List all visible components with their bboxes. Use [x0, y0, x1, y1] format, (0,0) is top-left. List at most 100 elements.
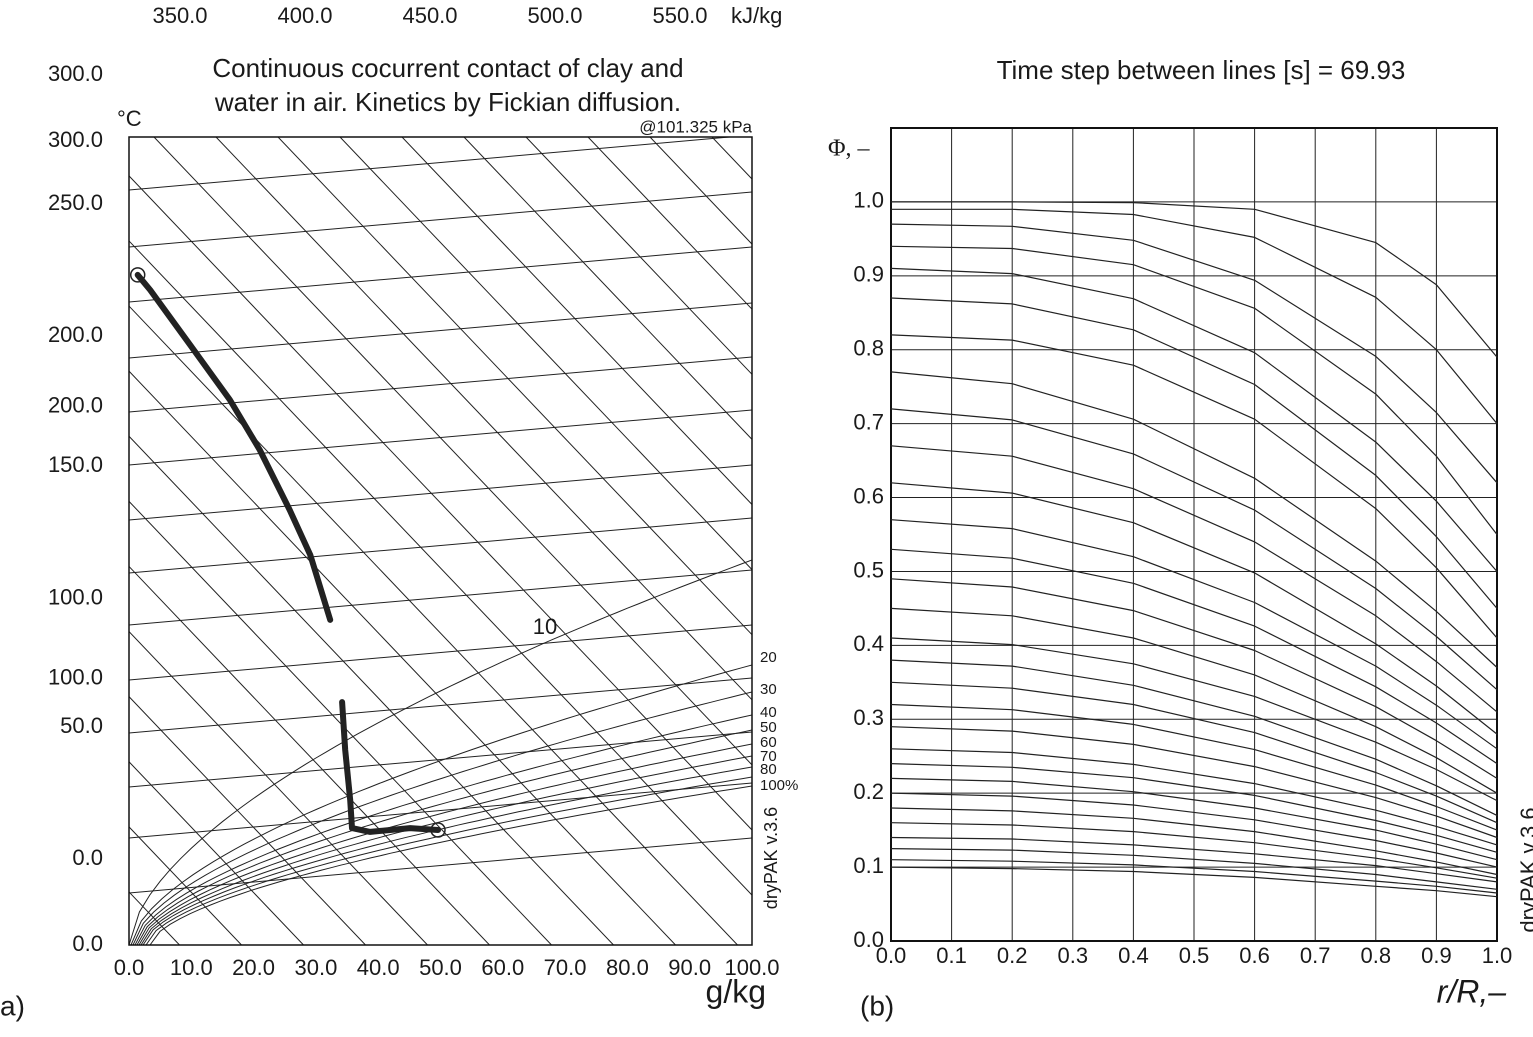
data-line: [890, 726, 1498, 839]
data-line: [890, 859, 1498, 894]
enthalpy-line: [463, 137, 752, 441]
x-axis-label: g/kg: [706, 973, 766, 1009]
data-line: [890, 836, 1498, 883]
data-line: [890, 777, 1498, 861]
data-line: [890, 866, 1498, 898]
x-tick-label: 0.3: [1058, 943, 1089, 968]
enthalpy-line: [339, 137, 752, 571]
y-tick-label: 0.4: [853, 631, 884, 656]
enthalpy-line: [129, 370, 676, 945]
y-tick-label: 1.0: [853, 188, 884, 213]
enthalpy-line: [129, 891, 180, 945]
enthalpy-line: [129, 305, 738, 945]
y-tick-label: 200.0: [48, 322, 103, 347]
enthalpy-line: [0, 137, 56, 945]
data-line: [890, 637, 1498, 802]
y-tick-label: 250.0: [48, 190, 103, 215]
rh-label: 80: [760, 761, 777, 778]
rh-curve: [138, 743, 752, 945]
pressure-label: @101.325 kPa: [639, 117, 752, 136]
data-line: [890, 408, 1498, 691]
data-line: [890, 748, 1498, 846]
data-line: [890, 297, 1498, 609]
rh-label: 100%: [760, 777, 798, 794]
data-line: [890, 822, 1498, 879]
isotherm-line: [129, 464, 752, 521]
data-line: [890, 208, 1498, 425]
enthalpy-tick-label: 350.0: [152, 3, 207, 28]
data-line: [890, 445, 1498, 713]
chart-title: water in air. Kinetics by Fickian diffus…: [214, 87, 681, 117]
enthalpy-line: [129, 565, 490, 945]
enthalpy-tick-label: 400.0: [277, 3, 332, 28]
isotherm-line: [129, 191, 752, 248]
isotherm-line: [129, 624, 752, 681]
isotherm-line: [129, 302, 752, 359]
data-line: [890, 848, 1498, 890]
rh-label: 60: [760, 734, 777, 751]
data-line: [890, 807, 1498, 876]
enthalpy-line: [0, 137, 118, 945]
x-tick-label: 20.0: [232, 955, 275, 980]
x-axis-label: r/R,–: [1437, 973, 1507, 1009]
y-tick-label: 0.3: [853, 705, 884, 730]
rh-label: 40: [760, 704, 777, 721]
enthalpy-line: [129, 826, 242, 945]
watermark: dryPAK v.3.6: [1516, 807, 1533, 932]
enthalpy-line: [129, 175, 752, 831]
x-tick-label: 1.0: [1482, 943, 1513, 968]
y-tick-label: 0.0: [72, 931, 103, 956]
isotherm-line: [129, 782, 752, 839]
y-tick-label: 50.0: [60, 713, 103, 738]
x-tick-label: 0.1: [936, 943, 967, 968]
y-tick-label: 0.7: [853, 409, 884, 434]
data-line: [890, 334, 1498, 639]
enthalpy-line: [711, 137, 752, 180]
x-tick-label: 70.0: [544, 955, 587, 980]
x-tick-label: 0.0: [876, 943, 907, 968]
data-line: [890, 201, 1498, 358]
enthalpy-line: [129, 500, 552, 945]
rh-curve: [145, 776, 752, 945]
end-point: [430, 822, 446, 838]
x-tick-label: 10.0: [170, 955, 213, 980]
y-tick-label: 0.5: [853, 557, 884, 582]
y-tick-label: 0.2: [853, 779, 884, 804]
x-tick-label: 0.7: [1300, 943, 1331, 968]
enthalpy-line: [525, 137, 752, 376]
rh-curve: [134, 714, 752, 945]
psychrometric-grid: [0, 137, 752, 945]
enthalpy-line: [129, 240, 752, 896]
data-line: [890, 681, 1498, 824]
chart-title: Continuous cocurrent contact of clay and: [212, 53, 683, 83]
enthalpy-unit: kJ/kg: [731, 3, 782, 28]
data-line: [890, 267, 1498, 573]
data-line: [890, 792, 1498, 868]
data-line: [890, 763, 1498, 853]
rh-label: 50: [760, 719, 777, 736]
isotherm-line: [129, 409, 752, 466]
enthalpy-line: [153, 137, 752, 766]
x-tick-label: 40.0: [357, 955, 400, 980]
x-tick-label: 0.5: [1179, 943, 1210, 968]
y-tick-label: 100.0: [48, 665, 103, 690]
x-tick-label: 90.0: [668, 955, 711, 980]
y-tick-label: 200.0: [48, 393, 103, 418]
rh-label: 70: [760, 748, 777, 765]
enthalpy-tick-label: 550.0: [652, 3, 707, 28]
data-line: [890, 482, 1498, 735]
data-line: [890, 659, 1498, 816]
rh-curve: [149, 785, 752, 945]
plot-frame: [128, 136, 753, 946]
x-tick-label: 60.0: [481, 955, 524, 980]
data-line: [890, 519, 1498, 750]
y-tick-label: 0.6: [853, 483, 884, 508]
x-tick-label: 0.6: [1239, 943, 1270, 968]
data-line: [890, 371, 1498, 669]
enthalpy-line: [129, 695, 366, 945]
isotherm-line: [129, 731, 752, 788]
chart-title: Time step between lines [s] = 69.93: [997, 55, 1406, 85]
isotherm-line: [129, 677, 752, 734]
